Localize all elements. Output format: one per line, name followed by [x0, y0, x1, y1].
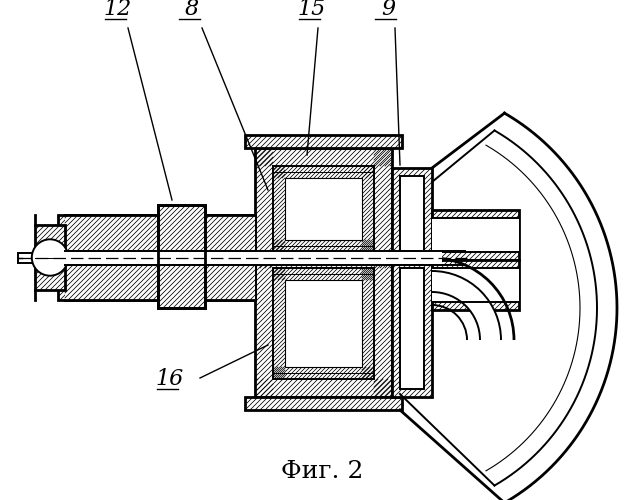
Text: 8: 8 — [185, 0, 199, 20]
Wedge shape — [432, 271, 501, 340]
Bar — [432, 210, 519, 260]
Bar — [432, 260, 519, 310]
Text: Фиг. 2: Фиг. 2 — [281, 460, 363, 483]
Bar — [245, 135, 402, 148]
Bar — [158, 205, 205, 308]
Bar — [285, 280, 362, 367]
Bar — [422, 250, 442, 266]
Text: 9: 9 — [381, 0, 395, 20]
Text: 12: 12 — [104, 0, 132, 20]
Text: 16: 16 — [156, 368, 184, 390]
Bar — [285, 178, 362, 240]
Bar — [250, 251, 422, 265]
Bar — [255, 260, 392, 397]
Bar — [158, 205, 205, 308]
Bar — [153, 251, 210, 265]
Bar — [392, 260, 432, 397]
Bar — [65, 215, 158, 300]
Bar — [387, 251, 442, 265]
Bar — [400, 268, 424, 389]
Circle shape — [32, 240, 68, 276]
Bar — [400, 176, 424, 252]
Bar — [273, 166, 374, 252]
Bar — [58, 251, 255, 265]
Bar — [18, 253, 35, 263]
Text: 15: 15 — [298, 0, 326, 20]
Bar — [432, 268, 519, 302]
Bar — [392, 168, 432, 260]
Bar — [273, 268, 374, 379]
Bar — [245, 397, 402, 410]
Bar — [432, 218, 519, 252]
Bar — [205, 215, 255, 300]
Bar — [65, 251, 255, 265]
Bar — [255, 148, 392, 260]
Bar — [35, 225, 65, 290]
Bar — [58, 215, 255, 300]
Bar — [158, 205, 205, 308]
